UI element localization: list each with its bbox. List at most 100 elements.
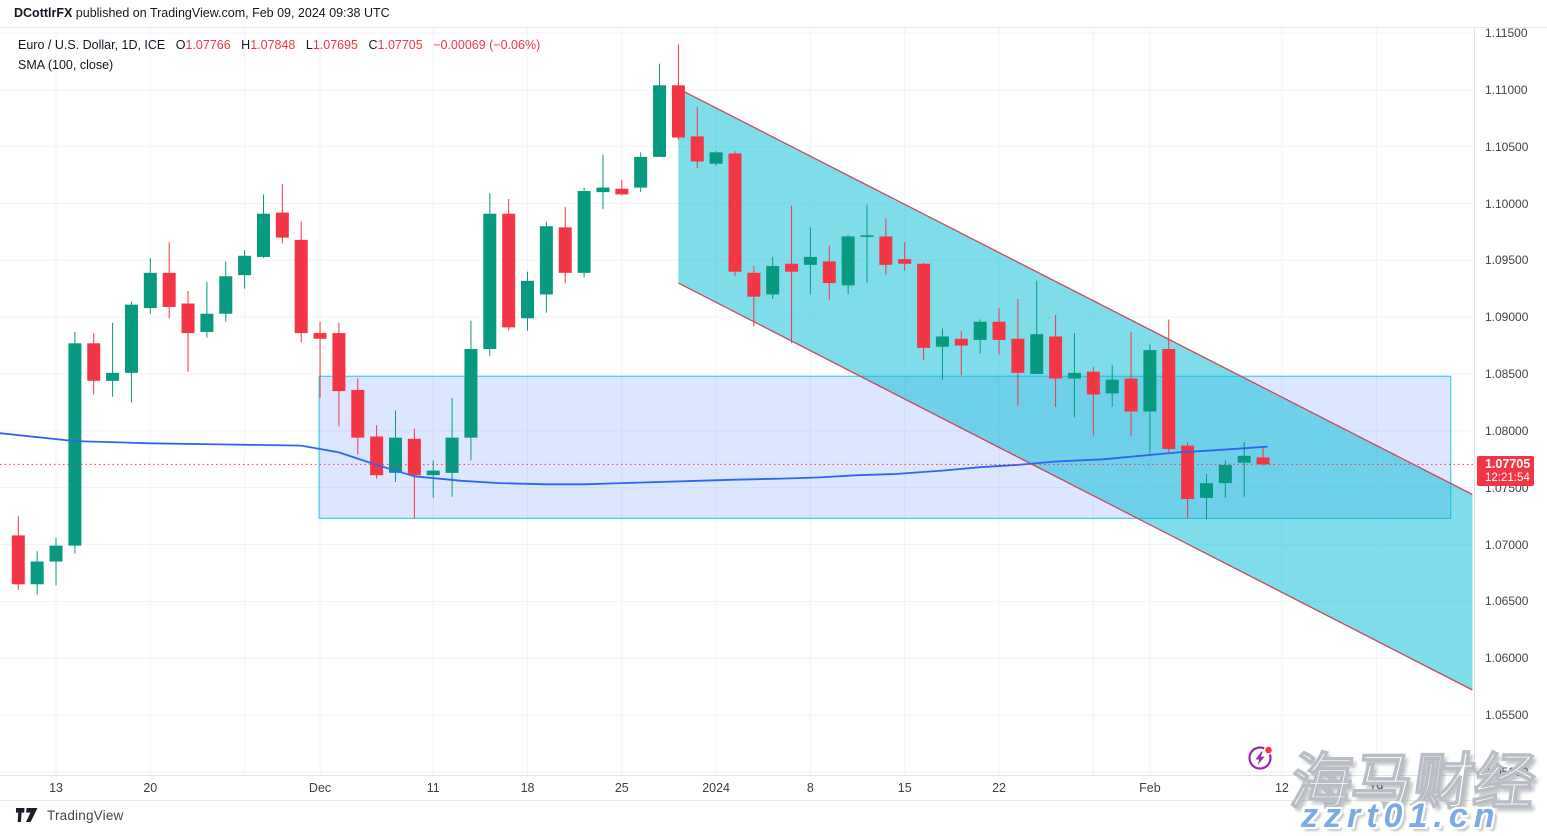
price-tick-label: 1.06000 [1485, 651, 1529, 666]
candle [68, 343, 82, 546]
candle [389, 437, 402, 473]
candle [879, 236, 893, 265]
candle [577, 190, 591, 273]
candle [766, 266, 780, 295]
candle [143, 272, 157, 309]
publish-text: published on TradingView.com, Feb 09, 20… [72, 6, 390, 20]
tradingview-logo[interactable]: TradingView [16, 808, 124, 823]
high-label: H [241, 38, 251, 52]
time-tick-label: Dec [308, 781, 332, 795]
channel-fill [678, 88, 1473, 690]
price-tick-label: 1.11500 [1485, 26, 1528, 40]
sma-line [0, 432, 1268, 486]
candle [521, 280, 535, 319]
open-value: 1.07766 [185, 38, 231, 52]
last-price-value: 1.07705 [1485, 457, 1531, 471]
candle [558, 227, 572, 273]
candle [181, 303, 195, 334]
candle [709, 152, 723, 164]
watermark-url: zzrt01.cn [1301, 797, 1501, 835]
candle [935, 336, 949, 347]
chart-canvas[interactable] [0, 28, 1475, 775]
candle [162, 272, 176, 307]
flash-button[interactable] [1246, 743, 1276, 773]
candle [841, 236, 855, 286]
indicator-legend-row: SMA (100, close) [18, 58, 114, 72]
chart-legend: Euro / U.S. Dollar, 1D, ICE O1.07766 H1.… [18, 36, 540, 74]
candle [200, 313, 214, 332]
time-tick-label: 18 [520, 781, 535, 795]
candle [1011, 338, 1025, 373]
time-tick-label: 15 [897, 781, 912, 795]
price-tick-label: 1.10500 [1485, 139, 1529, 154]
candle [653, 85, 667, 157]
candle [483, 213, 497, 349]
candle [294, 239, 308, 334]
candle [11, 535, 25, 585]
candle [898, 259, 912, 264]
candle [238, 255, 252, 276]
candle [596, 187, 610, 193]
candle [332, 333, 346, 392]
time-tick-label: 22 [992, 781, 1006, 795]
tradingview-brand-text: TradingView [47, 808, 124, 823]
candle [1237, 455, 1251, 463]
candle [30, 561, 44, 585]
candle [464, 348, 478, 438]
candle [803, 256, 817, 265]
price-tick-label: 1.11000 [1485, 82, 1528, 97]
candle [1124, 378, 1138, 412]
candle [992, 321, 1006, 340]
candlestick-plot[interactable] [0, 28, 1475, 775]
candle [351, 389, 365, 438]
candle [370, 436, 384, 476]
candle [615, 188, 629, 195]
candle [690, 136, 704, 162]
time-tick-label: 11 [426, 781, 440, 795]
candle [1049, 336, 1063, 379]
candle [1162, 348, 1176, 450]
change-value: −0.00069 (−0.06%) [433, 38, 541, 52]
time-tick-label: 25 [614, 781, 629, 795]
candle [49, 545, 63, 562]
candle [256, 213, 270, 257]
price-scale[interactable]: 1.07705 12:21:54 1.11500 1.11000 1.10500 1.… [1474, 26, 1547, 801]
candle [785, 263, 799, 272]
publish-header: DCottlrFX published on TradingView.com, … [0, 0, 1547, 28]
candle [1181, 445, 1195, 500]
price-tick-label: 1.09000 [1485, 310, 1529, 325]
candle [917, 263, 931, 348]
candle [426, 470, 440, 476]
channel-bottom-line [678, 282, 1473, 691]
time-tick-label: 20 [143, 781, 158, 795]
price-tick-label: 1.08500 [1485, 367, 1529, 381]
candle [728, 153, 742, 272]
candle [1086, 371, 1100, 395]
close-label: C [368, 38, 378, 52]
bar-countdown: 12:21:54 [1485, 472, 1530, 484]
candle [1067, 372, 1081, 379]
high-value: 1.07848 [250, 38, 296, 52]
price-tick-label: 1.07000 [1485, 537, 1529, 552]
candle [954, 338, 968, 346]
price-tick-label: 1.06500 [1485, 594, 1529, 609]
candle [1256, 457, 1270, 465]
candle [973, 321, 987, 340]
candle [106, 372, 120, 381]
price-tick-label: 1.05000 [1485, 764, 1529, 779]
candle [313, 333, 327, 339]
time-tick-label: 19 [1369, 781, 1384, 795]
symbol-legend-row: Euro / U.S. Dollar, 1D, ICE O1.07766 H1.… [18, 36, 540, 54]
time-tick-label: 13 [49, 781, 63, 795]
candle [445, 437, 459, 473]
tradingview-logo-icon [16, 808, 38, 822]
candle [87, 343, 101, 381]
candle [1143, 350, 1157, 412]
time-scale[interactable]: 13 20 Dec 11 18 25 2024 8 15 22 Feb 12 19 [0, 775, 1474, 801]
candle [860, 235, 874, 237]
candle [407, 438, 421, 476]
candle [1105, 379, 1119, 394]
time-tick-label: Feb [1139, 781, 1161, 795]
time-tick-label: 12 [1274, 781, 1289, 795]
